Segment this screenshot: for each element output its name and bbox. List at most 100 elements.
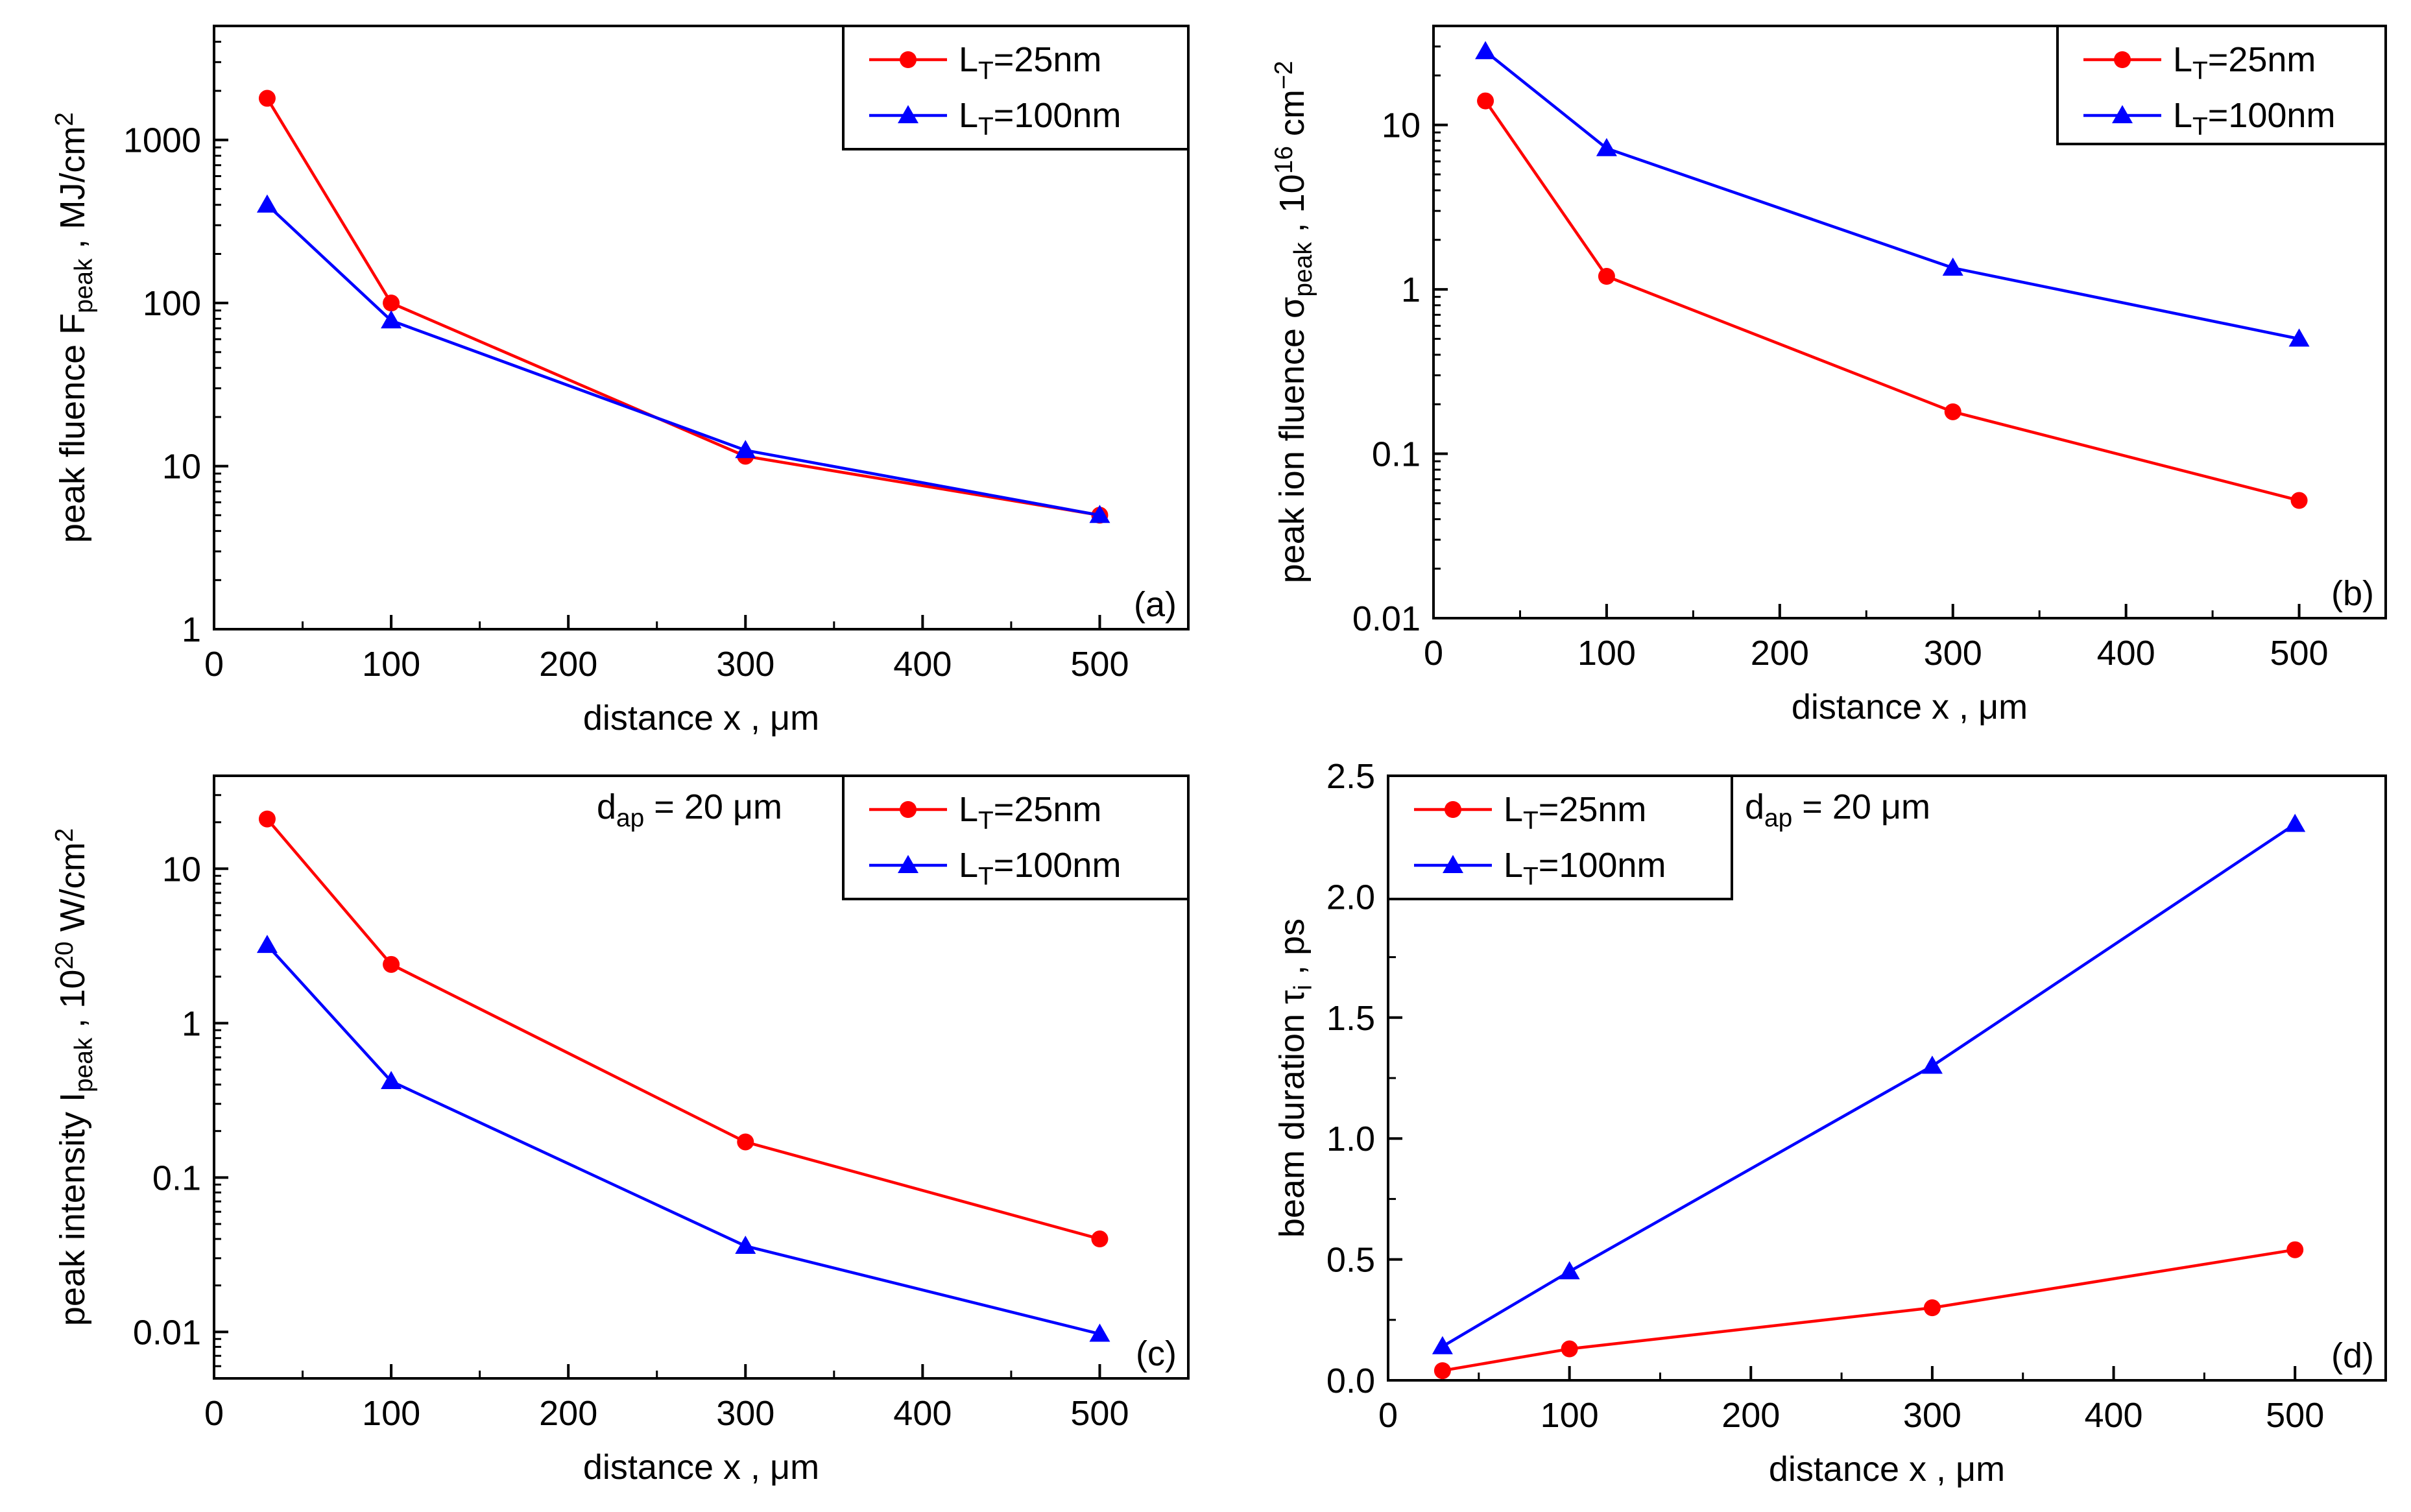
data-point-red [383,294,400,312]
y-axis-label-part-3: 2 [51,112,78,126]
x-axis-label: distance x , μm [583,699,819,738]
x-tick-label: 200 [539,1394,597,1433]
x-axis-label: distance x , μm [1769,1450,2005,1489]
series-line-red [266,818,1101,1241]
legend-label-blue: LT=100nm [2173,96,2335,141]
legend-marker-red [900,801,917,818]
y-tick-label: 0.01 [133,1313,201,1352]
y-tick-label: 2.5 [1326,757,1375,796]
legend-box [842,25,1190,150]
data-point-blue [1596,138,1617,156]
data-point-red [258,90,276,107]
panel-label: (a) [1134,585,1177,624]
data-point-blue [1942,258,1963,276]
legend-label-red-part-0: L [1504,790,1523,829]
y-axis-label-part-0: beam duration τ [1273,990,1312,1238]
data-point-blue [381,1070,402,1089]
annotation-aperture-part-0: d [1745,787,1764,826]
y-axis-label-part-1: peak [70,258,98,313]
series-line-red [1484,100,2300,502]
data-point-red [1477,92,1494,110]
y-axis-label-part-1: peak [70,1037,98,1092]
data-point-blue [381,310,402,329]
legend-marker-red [1445,801,1461,818]
x-tick-label: 0 [1424,634,1443,673]
y-tick-label: 1.5 [1326,999,1375,1038]
legend-label-red-part-2: =25nm [2208,40,2316,79]
x-tick-label: 200 [539,645,597,684]
y-axis-label-part-1: peak [1289,242,1317,297]
legend-label-blue-part-2: =100nm [994,96,1122,135]
data-point-red [1561,1340,1578,1358]
legend-marker-blue [898,105,918,123]
panel-label: (d) [2331,1336,2374,1375]
y-tick-label: 2.0 [1326,878,1375,917]
y-tick-label: 1 [182,610,201,649]
legend-label-red-part-2: =25nm [994,790,1102,829]
data-point-red [1091,1230,1109,1248]
y-axis-label-part-3: 20 [51,941,78,969]
legend-box [842,774,1190,900]
x-tick-label: 100 [1577,634,1636,673]
legend-label-blue-part-2: =100nm [994,846,1122,885]
series-line-blue [266,944,1100,1336]
y-tick-label: 0.01 [1352,599,1421,638]
y-axis-label-part-2: , 10 [53,970,92,1038]
y-tick-label: 0.1 [1372,435,1421,474]
data-point-red [1433,1362,1451,1380]
plot-frame [1432,25,2387,619]
data-point-blue [1475,41,1496,60]
x-axis-label: distance x , μm [1792,688,2028,726]
x-tick-label: 300 [716,1394,774,1433]
data-point-red [2290,492,2308,509]
x-tick-label: 500 [2270,634,2328,673]
y-tick-label: 1.0 [1326,1120,1375,1158]
legend-marker-red [900,51,917,68]
data-point-blue [1089,505,1110,523]
x-tick-label: 0 [204,645,224,684]
legend-label-blue-part-1: T [2192,113,2208,141]
series-line-blue [1484,50,2299,341]
legend-label-red: LT=25nm [1504,790,1646,835]
legend-label-blue-part-2: =100nm [2208,96,2336,135]
x-axis-label: distance x , μm [583,1448,819,1487]
legend-label-blue-part-1: T [978,113,994,141]
y-axis-label-part-5: −2 [1270,61,1298,90]
legend-label-blue-part-0: L [1504,846,1523,885]
legend-label-red: LT=25nm [2173,40,2316,85]
legend-label-red-part-1: T [1523,807,1539,835]
legend-label-blue-part-1: T [1523,863,1539,891]
data-point-red [383,955,400,973]
panel-c: 0 100 200 300 400 500 0.01 0.1 1 10 distance x , μ… [51,774,1190,1487]
y-tick-label: 10 [162,850,201,889]
legend-label-red-part-2: =25nm [1539,790,1647,829]
legend-marker-blue [1443,855,1463,873]
y-axis-label-part-4: cm [1273,90,1312,146]
y-axis-label-part-4: W/cm [53,842,92,941]
y-tick-label: 100 [143,284,201,323]
series-line-red [266,97,1100,517]
legend-label-blue-part-0: L [2173,96,2192,135]
data-point-blue [2288,328,2310,347]
x-tick-label: 300 [1924,634,1982,673]
legend-marker-blue [2112,105,2133,123]
legend-label-red-part-1: T [978,57,994,85]
y-axis-label: beam duration τi , ps [1273,918,1317,1238]
y-tick-label: 10 [162,448,201,486]
legend-label-red-part-1: T [978,807,994,835]
y-axis-label-part-2: , MJ/cm [53,126,92,259]
x-tick-label: 500 [1070,645,1129,684]
data-point-red [1944,403,1961,420]
legend-box [1387,774,1733,900]
x-tick-label: 400 [893,1394,952,1433]
annotation-aperture: dap = 20 μm [1745,787,1930,832]
y-axis-label: peak intensity Ipeak , 1020 W/cm2 [51,828,97,1326]
x-tick-label: 500 [2266,1396,2324,1435]
legend-label-blue-part-0: L [959,846,978,885]
x-tick-label: 200 [1721,1396,1780,1435]
y-tick-label: 0.0 [1326,1362,1375,1400]
